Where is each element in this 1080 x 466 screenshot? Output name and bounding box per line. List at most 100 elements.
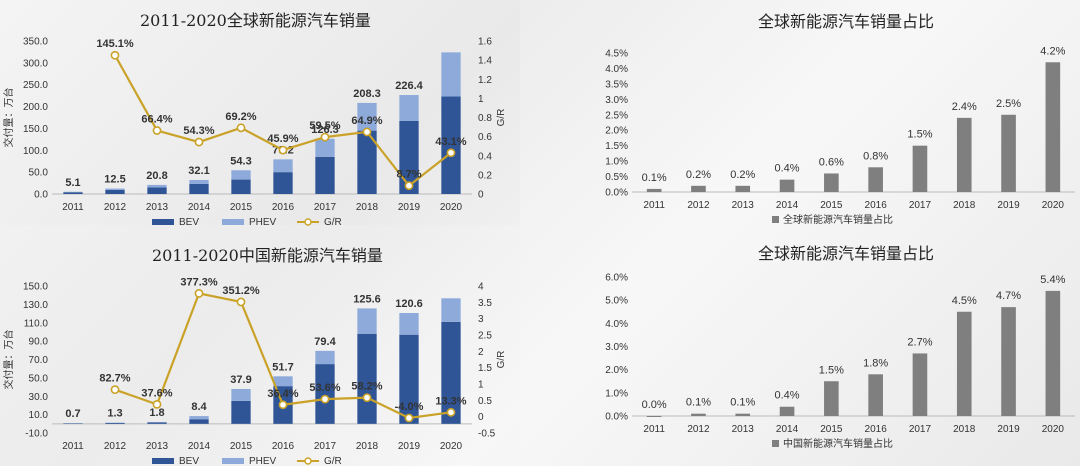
- bar-bev: [315, 156, 335, 194]
- y-tick-label: 3.0%: [605, 342, 628, 353]
- x-tick-label: 2012: [104, 441, 127, 452]
- x-tick-label: 2017: [909, 200, 932, 211]
- y-tick-label: 50.0: [29, 168, 49, 179]
- bar-bev: [189, 183, 209, 194]
- gr-point: [236, 297, 246, 307]
- legend-swatch-bev: [152, 458, 174, 464]
- x-tick-label: 2020: [440, 202, 463, 213]
- rate-label: 8.7%: [396, 169, 421, 181]
- x-tick-label: 2011: [62, 202, 84, 213]
- bar-phev: [105, 188, 125, 190]
- y2-tick-label: 0.5: [478, 396, 492, 407]
- rate-label: 53.6%: [309, 382, 340, 394]
- total-label: 37.9: [230, 374, 251, 386]
- bar-phev: [357, 308, 377, 334]
- rate-label: 59.5%: [309, 120, 340, 132]
- legend-label: BEV: [179, 217, 199, 228]
- x-tick-label: 2020: [1042, 424, 1065, 435]
- y2-tick-label: 0.6: [478, 132, 492, 143]
- global-share-chart: 全球新能源汽车销量占比 0.0% 0.5% 1.0% 1.5% 2.0% 2.5% 3.0%…: [580, 0, 1080, 236]
- value-label: 0.8%: [863, 150, 888, 162]
- rate-label: 69.2%: [225, 111, 256, 123]
- bar-bev: [357, 130, 377, 194]
- bar-phev: [441, 52, 461, 97]
- bar: [956, 311, 972, 416]
- bar-phev: [399, 95, 419, 121]
- value-label: 0.1%: [686, 397, 711, 409]
- gr-point: [446, 148, 456, 158]
- y2-tick-label: 2: [478, 347, 484, 358]
- value-label: 5.4%: [1040, 274, 1065, 286]
- bar-bev: [189, 419, 209, 424]
- y-tick-label: 30.0: [29, 392, 49, 403]
- value-label: 4.5%: [952, 295, 977, 307]
- total-label: 125.6: [353, 293, 381, 305]
- x-tick-label: 2012: [687, 424, 710, 435]
- bar-bev: [105, 422, 125, 424]
- global-share-plot: 0.0% 0.5% 1.0% 1.5% 2.0% 2.5% 3.0% 3.5% 4.0% 4.5%…: [605, 45, 1075, 226]
- bar: [956, 117, 972, 192]
- y-tick-label: 2.0%: [605, 365, 628, 376]
- bar-phev: [189, 179, 209, 184]
- legend-swatch-phev: [222, 458, 244, 464]
- value-label: 0.4%: [775, 390, 800, 402]
- y-tick-label: 1.0%: [605, 157, 628, 168]
- bar-bev: [231, 179, 251, 194]
- y-tick-label: 300.0: [23, 58, 48, 69]
- legend-swatch-bev: [152, 219, 174, 225]
- total-label: 51.7: [272, 361, 293, 373]
- y2-tick-label: 3.5: [478, 298, 492, 309]
- x-tick-label: 2011: [643, 424, 665, 435]
- bar: [824, 381, 839, 416]
- legend-swatch-phev: [222, 219, 244, 225]
- bar: [868, 374, 883, 416]
- x-tick-label: 2017: [314, 441, 337, 452]
- bar-phev: [315, 138, 335, 157]
- rate-label: 64.9%: [351, 115, 382, 127]
- total-label: 0.7: [65, 408, 80, 420]
- value-label: 4.2%: [1040, 45, 1065, 57]
- legend-label: G/R: [324, 217, 342, 228]
- rate-label: -4.0%: [395, 401, 424, 413]
- total-label: 12.5: [104, 174, 125, 186]
- x-tick-label: 2013: [732, 200, 755, 211]
- y2-tick-label: 0.4: [478, 151, 492, 162]
- value-label: 1.8%: [863, 357, 888, 369]
- bar-phev: [441, 298, 461, 322]
- x-tick-label: 2014: [188, 202, 211, 213]
- y2-tick-label: 0: [478, 412, 484, 423]
- legend-label: BEV: [179, 456, 199, 466]
- y-tick-label: -10.0: [25, 429, 48, 440]
- value-label: 1.5%: [907, 129, 932, 141]
- total-label: 120.6: [395, 298, 423, 310]
- chart-title: 全球新能源汽车销量占比: [758, 244, 935, 263]
- x-tick-label: 2013: [732, 424, 755, 435]
- value-label: 0.1%: [730, 397, 755, 409]
- total-label: 1.3: [107, 408, 122, 420]
- y-tick-label: 110.0: [24, 318, 49, 329]
- rate-label: 54.3%: [183, 125, 214, 137]
- y-tick-label: 3.0%: [605, 95, 628, 106]
- rate-label: 36.4%: [267, 388, 298, 400]
- bar-bev: [147, 422, 167, 424]
- legend-label: PHEV: [249, 456, 277, 466]
- y-tick-label: 50.0: [29, 373, 49, 384]
- bar-bev: [315, 364, 335, 424]
- y-tick-label: 150.0: [23, 282, 48, 293]
- y-tick-label: 6.0%: [605, 273, 628, 284]
- y-tick-label: 2.5%: [605, 110, 628, 121]
- gr-point: [278, 145, 288, 155]
- y2-axis-label: G/R: [496, 351, 507, 369]
- legend-label: 全球新能源汽车销量占比: [783, 213, 893, 226]
- gr-point: [152, 126, 162, 135]
- x-tick-label: 2012: [104, 202, 127, 213]
- y2-tick-label: 1: [478, 94, 484, 105]
- china-share-plot: 0.0% 1.0% 2.0% 3.0% 4.0% 5.0% 6.0% 0.0% 2011 0.1%…: [605, 273, 1075, 450]
- x-tick-label: 2020: [440, 441, 463, 452]
- rate-label: 43.1%: [435, 136, 466, 148]
- x-tick-label: 2019: [398, 441, 421, 452]
- total-label: 226.4: [395, 80, 423, 92]
- x-tick-label: 2015: [820, 424, 843, 435]
- bar-bev: [63, 192, 83, 194]
- y-tick-label: 200.0: [23, 102, 48, 113]
